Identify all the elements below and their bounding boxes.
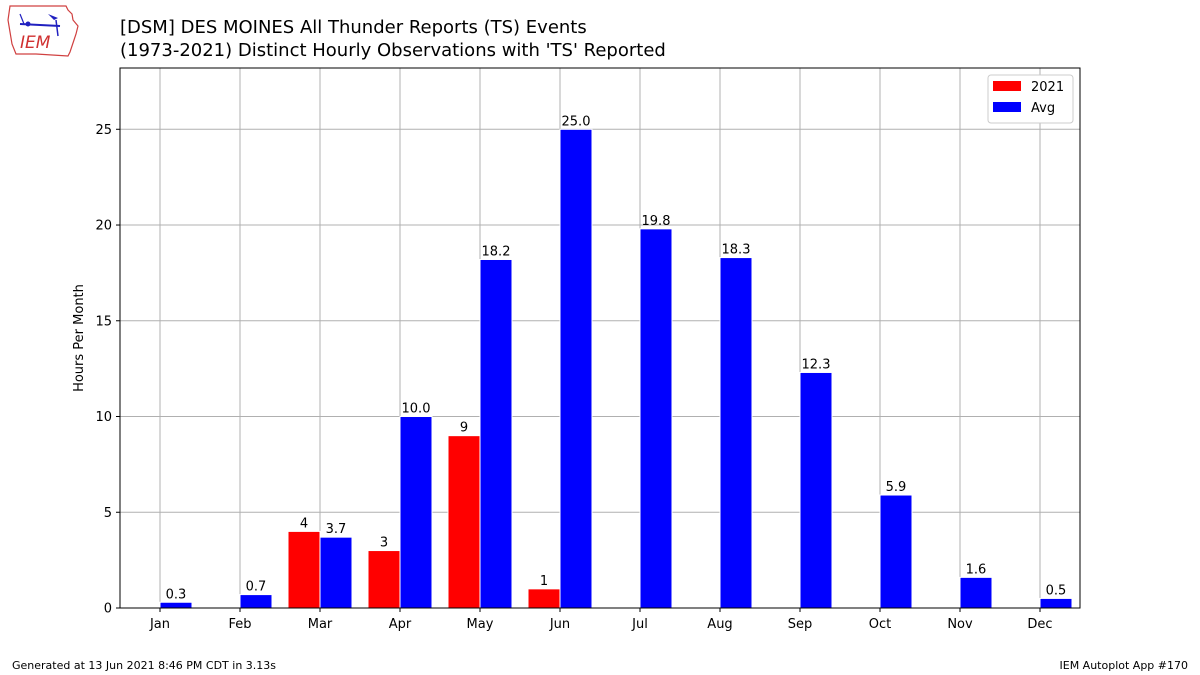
x-tick-label: Aug (707, 617, 732, 632)
bar-avg-oct (879, 494, 913, 609)
app-id: IEM Autoplot App #170 (1059, 659, 1189, 672)
y-tick-label: 5 (104, 506, 112, 521)
bar-avg-mar (319, 536, 353, 609)
y-axis-label: Hours Per Month (72, 284, 87, 392)
bar-value-label: 19.8 (642, 214, 671, 229)
bar-2021-mar (287, 530, 321, 609)
chart-subtitle: (1973-2021) Distinct Hourly Observations… (120, 40, 666, 61)
bar-avg-aug (719, 257, 753, 609)
bar-2021-jun (527, 588, 561, 609)
bar-value-label: 0.5 (1046, 583, 1067, 598)
bar-avg-jul (639, 228, 673, 609)
iem-logo: IEM (7, 5, 79, 57)
x-tick-label: Apr (389, 617, 412, 632)
x-tick-label: Jul (631, 617, 648, 632)
bar-value-label: 4 (300, 516, 308, 531)
bars (159, 128, 1073, 609)
bar-avg-sep (799, 371, 833, 609)
y-tick-label: 0 (104, 602, 112, 617)
generated-timestamp: Generated at 13 Jun 2021 8:46 PM CDT in … (12, 659, 277, 672)
bar-value-label: 1.6 (966, 562, 987, 577)
bar-avg-feb (239, 594, 273, 609)
chart-title: [DSM] DES MOINES All Thunder Reports (TS… (120, 17, 587, 38)
x-tick-label: Dec (1027, 617, 1052, 632)
bar-avg-dec (1039, 597, 1073, 609)
x-tick-label: May (467, 617, 494, 632)
bar-value-label: 0.3 (166, 587, 187, 602)
bar-value-label: 25.0 (562, 114, 591, 129)
legend-label-2021: 2021 (1031, 80, 1064, 95)
y-tick-label: 15 (95, 314, 112, 329)
bar-avg-jan (159, 601, 193, 609)
x-tick-label: Mar (308, 617, 333, 632)
axes: Jan Feb Mar Apr May Jun Jul Aug Sep Oct Nov Dec0510… (95, 123, 1052, 632)
x-tick-label: Jan (149, 617, 170, 632)
bar-value-label: 5.9 (886, 480, 907, 495)
plot-frame (119, 67, 1081, 609)
y-tick-label: 25 (95, 123, 112, 138)
bar-value-label: 1 (540, 574, 548, 589)
x-tick-label: Jun (549, 617, 570, 632)
y-tick-label: 20 (95, 219, 112, 234)
legend-swatch-2021 (993, 81, 1021, 91)
bar-value-label: 18.2 (482, 244, 511, 259)
bar-avg-apr (399, 416, 433, 609)
bar-value-label: 0.7 (246, 580, 267, 595)
bar-value-label: 12.3 (802, 357, 831, 372)
bar-labels: 4 3 9 1 0.3 0.7 3.7 10.0 18.2 25.0 19.8 18.3 12.3 5.9… (166, 114, 1067, 602)
bar-value-label: 10.0 (402, 402, 431, 417)
bar-avg-nov (959, 576, 993, 609)
bar-value-label: 3 (380, 536, 388, 551)
bar-value-label: 9 (460, 421, 468, 436)
bar-value-label: 3.7 (326, 522, 347, 537)
bar-2021-apr (367, 550, 401, 609)
legend-swatch-avg (993, 102, 1021, 112)
y-tick-label: 10 (95, 410, 112, 425)
x-tick-label: Nov (947, 617, 973, 632)
x-tick-label: Sep (788, 617, 813, 632)
bar-avg-jun (559, 128, 593, 609)
legend: 2021 Avg (987, 74, 1074, 124)
logo-text: IEM (20, 33, 51, 53)
legend-label-avg: Avg (1031, 101, 1055, 116)
bar-avg-may (479, 258, 513, 609)
x-tick-label: Oct (869, 617, 891, 632)
x-tick-label: Feb (228, 617, 251, 632)
bar-value-label: 18.3 (722, 243, 751, 258)
bar-2021-may (447, 435, 481, 609)
grid (120, 68, 1080, 609)
